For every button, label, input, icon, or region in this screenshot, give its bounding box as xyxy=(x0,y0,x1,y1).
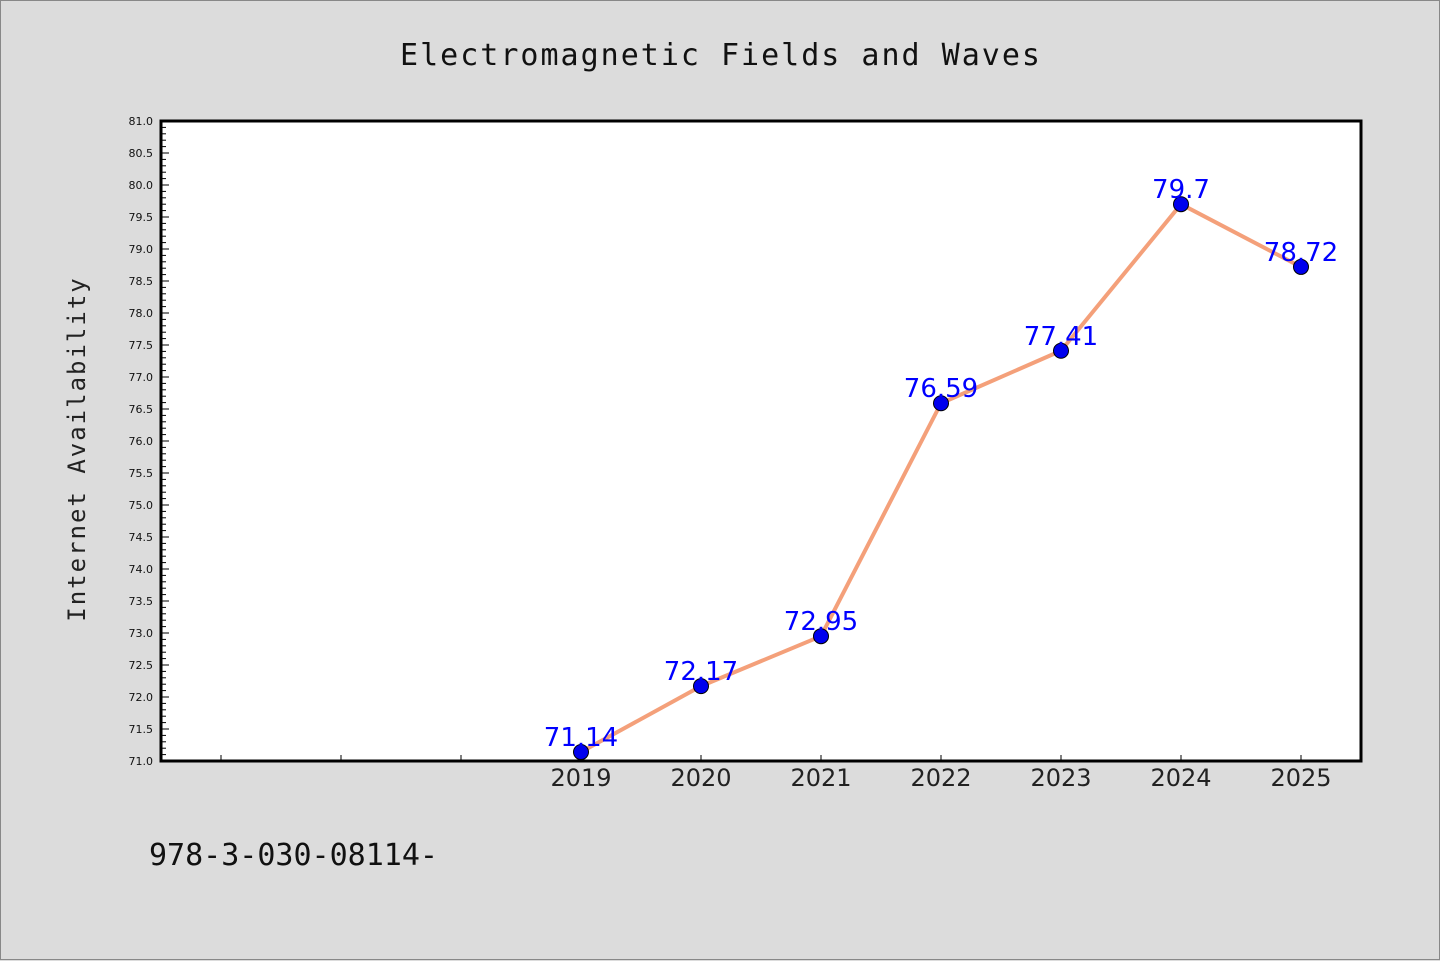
data-point xyxy=(1293,258,1309,275)
y-tick-label: 75.0 xyxy=(129,499,154,512)
y-tick-label: 81.0 xyxy=(129,115,154,128)
data-point xyxy=(1173,196,1189,213)
x-tick-label: 2024 xyxy=(1150,764,1211,792)
y-tick-label: 77.0 xyxy=(129,371,154,384)
x-tick-label: 2023 xyxy=(1030,764,1091,792)
data-point xyxy=(693,678,709,695)
data-point xyxy=(813,628,829,645)
y-tick-label: 72.5 xyxy=(129,659,154,672)
y-tick-label: 78.0 xyxy=(129,307,154,320)
x-tick-label: 2021 xyxy=(790,764,851,792)
data-label: 72.17 xyxy=(664,657,738,687)
data-label: 79.7 xyxy=(1152,175,1210,205)
plot-area xyxy=(159,119,1363,763)
data-label: 76.59 xyxy=(904,374,978,404)
data-point xyxy=(1053,342,1069,359)
data-point xyxy=(573,744,589,761)
y-tick-label: 74.5 xyxy=(129,531,154,544)
y-tick-label: 74.0 xyxy=(129,563,154,576)
series-layer xyxy=(573,196,1309,761)
y-tick-label: 71.0 xyxy=(129,755,154,768)
y-tick-label: 72.0 xyxy=(129,691,154,704)
data-label: 72.95 xyxy=(784,607,858,637)
y-axis: 71.0 71.5 72.0 72.5 73.0 73.5 74.0 74.5 75.0 75.5… xyxy=(129,115,169,768)
data-label: 77.41 xyxy=(1024,322,1098,352)
chart-title: Electromagnetic Fields and Waves xyxy=(400,38,1042,73)
data-label-layer: 71.14 72.17 72.95 76.59 77.41 79.7 78.72 xyxy=(544,175,1338,753)
data-label: 71.14 xyxy=(544,723,618,753)
x-tick-label: 2025 xyxy=(1270,764,1331,792)
footer-isbn-text: 978-3-030-08114- xyxy=(149,838,438,873)
y-tick-label: 80.0 xyxy=(129,179,154,192)
y-tick-label: 71.5 xyxy=(129,723,154,736)
x-tick-label: 2020 xyxy=(670,764,731,792)
y-tick-label: 80.5 xyxy=(129,147,154,160)
y-tick-label: 79.0 xyxy=(129,243,154,256)
y-tick-label: 73.5 xyxy=(129,595,154,608)
x-tick-label: 2022 xyxy=(910,764,971,792)
y-tick-label: 73.0 xyxy=(129,627,154,640)
y-tick-label: 78.5 xyxy=(129,275,154,288)
y-tick-label: 76.5 xyxy=(129,403,154,416)
data-point xyxy=(933,395,949,412)
y-tick-label: 76.0 xyxy=(129,435,154,448)
y-axis-label: Internet Availability xyxy=(63,276,91,621)
y-tick-label: 75.5 xyxy=(129,467,154,480)
x-tick-label: 2019 xyxy=(550,764,611,792)
data-label: 78.72 xyxy=(1264,238,1338,268)
x-axis: 2019 2020 2021 2022 2023 2024 2025 xyxy=(220,755,1332,792)
y-tick-label: 77.5 xyxy=(129,339,154,352)
y-tick-label: 79.5 xyxy=(129,211,154,224)
